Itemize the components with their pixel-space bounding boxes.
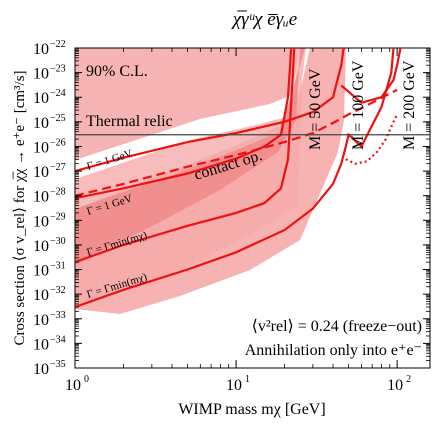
y-tick-exponent: −26 [50,137,66,148]
x-tick-exponent: 0 [84,374,89,385]
m100-label: M = 100 GeV [350,60,367,150]
y-tick-exponent: −28 [50,187,66,198]
y-tick-label: 10 [33,66,49,83]
y-tick-label: 10 [33,336,49,353]
band-inner-dark [75,48,305,265]
thermal-relic-label: Thermal relic [86,113,173,130]
y-tick-label: 10 [33,41,49,58]
y-tick-label: 10 [33,213,49,230]
ticks-layer: 10−2210−2310−2410−2510−2610−2710−2810−29… [33,39,430,394]
x-tick-exponent: 2 [406,374,411,385]
y-tick-exponent: −24 [50,88,66,99]
y-tick-label: 10 [33,189,49,206]
cl-label: 90% C.L. [86,63,148,80]
y-tick-exponent: −31 [50,261,66,272]
series-line-4 [340,48,402,104]
x-tick-label: 10 [65,377,81,394]
y-tick-label: 10 [33,139,49,156]
series-line-5 [75,88,398,197]
y-tick-exponent: −22 [50,39,66,50]
freeze-out-note: ⟨v²rel⟩ = 0.24 (freeze−out) [252,318,422,335]
x-tick-label: 10 [226,377,242,394]
y-tick-exponent: −33 [50,310,66,321]
y-tick-label: 10 [33,164,49,181]
y-tick-label: 10 [33,238,49,255]
y-tick-exponent: −23 [50,64,66,75]
y-tick-label: 10 [33,115,49,132]
y-axis-label: Cross section ⟨σ v_rel⟩ for χ̅χ → e⁺e⁻ [… [12,70,28,345]
y-tick-exponent: −29 [50,211,66,222]
series-line-3 [75,48,395,309]
y-tick-label: 10 [33,312,49,329]
y-tick-exponent: −34 [50,334,66,345]
x-tick-label: 10 [387,377,403,394]
y-tick-exponent: −27 [50,162,66,173]
y-tick-exponent: −32 [50,285,66,296]
plot-frame [74,47,431,369]
y-tick-label: 10 [33,263,49,280]
series-line-1 [75,48,296,264]
y-tick-label: 10 [33,90,49,107]
x-tick-exponent: 1 [245,374,250,385]
x-axis-label: WIMP mass mχ [GeV] [178,401,325,418]
curves-layer [75,48,402,309]
band-outer [75,48,300,160]
m200-label: M = 200 GeV [401,60,418,150]
series-line-6 [345,113,399,165]
plot-area [75,48,346,314]
y-tick-exponent: −30 [50,236,66,247]
y-tick-label: 10 [33,287,49,304]
y-tick-exponent: −25 [50,113,66,124]
m50-label: M = 50 GeV [307,68,324,150]
series-line-2 [75,48,345,173]
y-tick-label: 10 [33,361,49,378]
annihilation-note: Annihilation only into e⁺e⁻ [245,342,422,359]
y-tick-exponent: −35 [50,359,66,370]
series-line-0 [75,48,293,200]
chart-title: χ̅γᵘχ e̅γᵤe [231,9,297,30]
